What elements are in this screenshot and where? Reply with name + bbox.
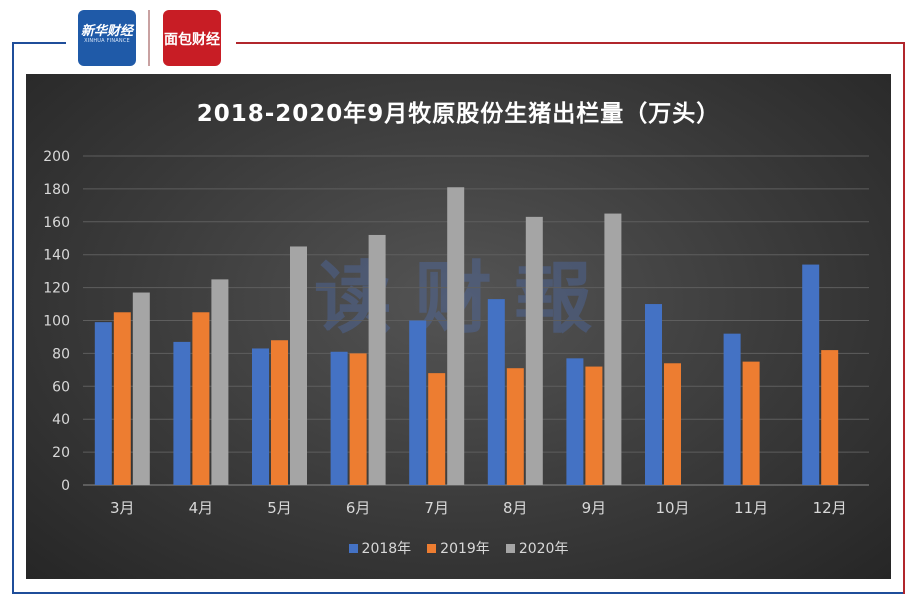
frame-right-line — [903, 42, 905, 594]
bar-2018年-11月 — [723, 333, 741, 485]
bar-2019年-8月 — [506, 368, 524, 485]
bar-2019年-6月 — [349, 353, 367, 485]
y-tick-label: 20 — [52, 445, 70, 461]
bar-2018年-7月 — [409, 320, 427, 485]
frame-top-left-line — [12, 42, 66, 44]
x-tick-label: 8月 — [503, 499, 528, 517]
x-tick-label: 4月 — [189, 499, 214, 517]
legend-swatch — [505, 543, 515, 553]
y-tick-label: 200 — [43, 149, 70, 165]
x-tick-label: 10月 — [655, 499, 689, 517]
xinhua-logo-text: 新华财经 — [80, 24, 133, 39]
chart-legend: 2018年 2019年 2020年 — [26, 538, 891, 558]
x-tick-label: 6月 — [346, 499, 371, 517]
y-tick-label: 160 — [43, 215, 70, 231]
frame-left-line — [12, 42, 14, 594]
x-tick-label: 11月 — [734, 499, 768, 517]
frame-top-right-line — [236, 42, 905, 44]
bar-2020年-9月 — [604, 213, 622, 485]
bar-2019年-7月 — [428, 373, 446, 485]
bar-2019年-11月 — [742, 361, 760, 485]
bar-2020年-8月 — [525, 216, 543, 486]
y-tick-label: 140 — [43, 248, 70, 264]
legend-item: 2019年 — [427, 538, 490, 558]
x-tick-label: 12月 — [813, 499, 847, 517]
bar-2018年-4月 — [173, 341, 191, 485]
mianbao-finance-logo: 面包财经 — [163, 10, 221, 66]
bar-2019年-4月 — [192, 312, 210, 485]
bar-2018年-9月 — [566, 358, 584, 485]
bar-2020年-4月 — [211, 279, 229, 485]
bar-2018年-8月 — [487, 299, 505, 485]
frame-bottom-line — [12, 592, 905, 594]
mianbao-logo-text: 面包财经 — [164, 32, 220, 48]
bar-2018年-12月 — [802, 264, 820, 485]
y-tick-label: 40 — [52, 412, 70, 428]
legend-swatch — [348, 543, 358, 553]
bar-2020年-3月 — [132, 292, 150, 485]
chart-title: 2018-2020年9月牧原股份生猪出栏量（万头） — [196, 101, 721, 127]
y-tick-label: 60 — [52, 379, 70, 395]
bar-2020年-5月 — [290, 246, 307, 485]
xinhua-logo-subtext: XINHUA FINANCE — [84, 38, 130, 44]
bar-2018年-10月 — [645, 304, 662, 485]
y-tick-label: 0 — [61, 478, 70, 494]
bar-2018年-6月 — [330, 351, 348, 485]
x-tick-label: 3月 — [110, 499, 135, 517]
chart-panel: 读财報 2018-2020年9月牧原股份生猪出栏量（万头） 0204060801… — [26, 74, 891, 579]
legend-label: 2018年 — [361, 541, 412, 557]
y-tick-label: 100 — [43, 314, 70, 330]
logo-separator — [148, 10, 150, 66]
bar-chart-plot: 0 20 40 60 80 100 120 140 160 180 200 3月 4月 5月 6月 7月 8月 9… — [43, 149, 869, 517]
x-tick-label: 7月 — [424, 499, 449, 517]
x-tick-label: 5月 — [267, 499, 292, 517]
bar-2019年-5月 — [271, 340, 288, 485]
y-tick-label: 180 — [43, 182, 70, 198]
bar-2019年-10月 — [664, 363, 681, 485]
bar-2019年-12月 — [821, 350, 839, 485]
legend-item: 2018年 — [348, 538, 412, 558]
bar-2018年-3月 — [94, 322, 112, 485]
legend-item: 2020年 — [505, 538, 569, 558]
x-tick-label: 9月 — [582, 499, 607, 517]
y-tick-label: 80 — [52, 346, 70, 362]
legend-label: 2020年 — [518, 541, 569, 557]
xinhua-finance-logo: 新华财经 XINHUA FINANCE — [78, 10, 136, 66]
bar-2019年-3月 — [113, 312, 131, 485]
bar-2019年-9月 — [585, 366, 603, 485]
legend-label: 2019年 — [440, 541, 490, 557]
y-tick-label: 120 — [43, 281, 70, 297]
bar-2020年-6月 — [368, 234, 386, 485]
legend-swatch — [427, 543, 437, 553]
bar-2020年-7月 — [447, 187, 465, 485]
bar-2018年-5月 — [252, 348, 269, 485]
